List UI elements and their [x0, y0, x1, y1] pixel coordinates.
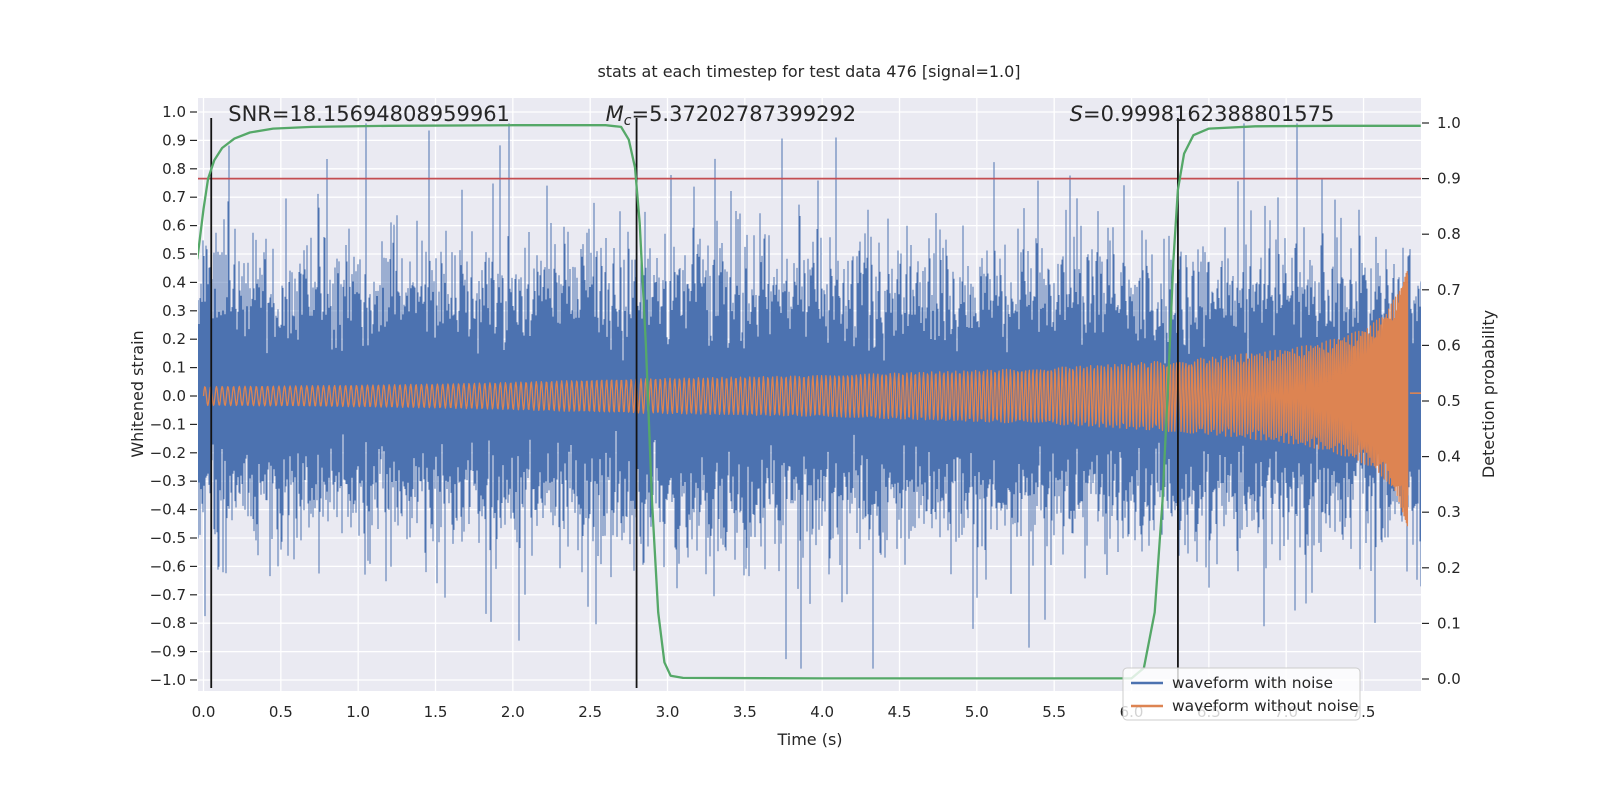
y-tick-label-left: 0.4 [162, 273, 186, 291]
y-tick-label-right: 1.0 [1437, 114, 1461, 132]
y-tick-label-left: 0.5 [162, 245, 186, 263]
legend-label-waveform-with-noise: waveform with noise [1172, 674, 1333, 692]
y-tick-label-left: 1.0 [162, 103, 186, 121]
y-tick-label-right: 0.3 [1437, 503, 1461, 521]
y-tick-label-right: 0.8 [1437, 225, 1461, 243]
y-tick-label-right: 0.6 [1437, 336, 1461, 354]
x-tick-label: 0.5 [269, 703, 293, 721]
y-axis-label-left: Whitened strain [128, 330, 147, 457]
x-tick-label: 2.0 [501, 703, 525, 721]
y-tick-label-left: −0.2 [150, 444, 186, 462]
y-tick-label-left: −0.3 [150, 472, 186, 490]
y-tick-label-left: −0.8 [150, 614, 186, 632]
chart-title: stats at each timestep for test data 476… [597, 62, 1020, 81]
y-tick-label-left: 0.8 [162, 160, 186, 178]
legend-box [1122, 667, 1361, 721]
x-tick-label: 3.0 [656, 703, 680, 721]
y-tick-label-right: 0.1 [1437, 614, 1461, 632]
x-tick-label: 4.5 [888, 703, 912, 721]
x-tick-label: 5.5 [1042, 703, 1066, 721]
y-tick-label-left: −0.6 [150, 557, 186, 575]
y-tick-label-left: −0.5 [150, 529, 186, 547]
x-tick-label: 1.5 [424, 703, 448, 721]
y-tick-label-left: 0.2 [162, 330, 186, 348]
series-detection-probability [198, 124, 1421, 680]
series-waveform-without-noise [202, 270, 1409, 527]
y-tick-label-right: 0.0 [1437, 670, 1461, 688]
y-tick-label-left: −0.7 [150, 586, 186, 604]
y-tick-label-left: 0.3 [162, 302, 186, 320]
y-tick-label-left: −0.4 [150, 501, 186, 519]
legend: waveform with noise waveform without noi… [1122, 667, 1361, 721]
y-tick-label-right: 0.4 [1437, 448, 1461, 466]
y-tick-label-left: 0.0 [162, 387, 186, 405]
y-tick-label-right: 0.2 [1437, 559, 1461, 577]
y-tick-label-left: 0.7 [162, 188, 186, 206]
y-tick-label-left: −0.9 [150, 643, 186, 661]
x-axis-label: Time (s) [776, 730, 842, 749]
x-tick-label: 4.0 [810, 703, 834, 721]
y-axis-label-right: Detection probability [1479, 310, 1498, 478]
annotation-score: S=0.9998162388801575 [1070, 102, 1335, 126]
x-tick-label: 3.5 [733, 703, 757, 721]
annotation-chirp-mass: Mc=5.37202787399292 [606, 102, 857, 129]
y-tick-label-right: 0.5 [1437, 392, 1461, 410]
tick-marks [190, 111, 1429, 681]
x-tick-label: 2.5 [578, 703, 602, 721]
y-tick-label-left: 0.9 [162, 131, 186, 149]
tick-labels: −1.0 −0.9 −0.8 −0.7 −0.6 −0.5 −0.4 −0.3 −0.2 −0.1… [150, 103, 1461, 721]
y-tick-label-left: 0.6 [162, 217, 186, 235]
x-tick-label: 1.0 [346, 703, 370, 721]
y-tick-label-right: 0.9 [1437, 170, 1461, 188]
y-tick-label-left: −1.0 [150, 671, 186, 689]
annotation-snr: SNR=18.15694808959961 [228, 102, 510, 126]
y-tick-label-left: −0.1 [150, 415, 186, 433]
y-tick-label-left: 0.1 [162, 359, 186, 377]
x-tick-label: 0.0 [192, 703, 216, 721]
legend-label-waveform-without-noise: waveform without noise [1172, 697, 1358, 715]
annotations: SNR=18.15694808959961 Mc=5.37202787399292… [228, 102, 1334, 129]
x-tick-label: 5.0 [965, 703, 989, 721]
y-tick-label-right: 0.7 [1437, 281, 1461, 299]
